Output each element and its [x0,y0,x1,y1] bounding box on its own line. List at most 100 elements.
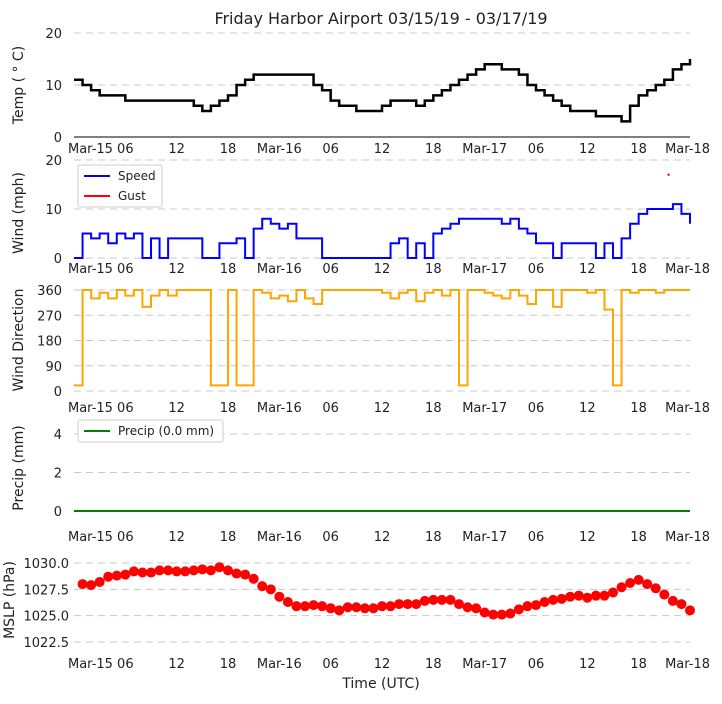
mslp-point [308,600,319,611]
mslp-point [265,584,276,595]
mslp-point [291,601,302,612]
mslp-point [154,565,165,576]
x-axis-label: Time (UTC) [341,676,419,692]
legend [77,419,224,443]
mslp-point [282,596,293,607]
x-tick-label: 06 [322,401,339,416]
y-tick-label: 10 [45,203,62,218]
x-tick-label: Mar-18 [665,401,710,416]
temp-line [74,59,692,123]
legend-label: Gust [118,189,146,203]
mslp-point [436,594,447,605]
x-tick-label: 18 [630,530,647,545]
x-tick-label: 18 [425,401,442,416]
mslp-point [565,591,576,602]
mslp-point [231,568,242,579]
direction-line [74,289,690,387]
x-tick-label: Mar-15 [68,142,113,157]
mslp-point [556,593,567,604]
x-tick-label: 18 [425,657,442,672]
mslp-point [351,602,362,613]
mslp-point [454,599,464,610]
x-tick-label: 06 [322,657,339,672]
x-tick-label: Mar-16 [257,401,302,416]
x-tick-label: 12 [374,530,391,545]
x-tick-label: Mar-17 [462,401,507,416]
mslp-point [197,564,208,575]
mslp-point [590,590,601,601]
y-tick-label: 90 [45,360,62,375]
y-axis-label: MSLP (hPa) [2,561,18,639]
x-tick-label: 18 [220,657,237,672]
x-tick-label: 06 [117,142,134,157]
x-tick-label: 18 [425,142,442,157]
mslp-point [163,565,174,576]
x-tick-label: Mar-16 [257,657,302,672]
x-tick-label: Mar-16 [257,530,302,545]
y-tick-label: 1030.0 [24,557,70,572]
x-tick-label: 18 [425,530,442,545]
mslp-point [180,566,191,577]
x-tick-label: 12 [579,530,596,545]
mslp-point [205,565,216,576]
mslp-point [488,609,499,620]
mslp-point [240,569,251,580]
mslp-point [77,579,88,590]
mslp-point [128,566,139,577]
x-tick-label: 06 [528,142,545,157]
mslp-point [633,574,644,585]
mslp-point [248,573,259,584]
mslp-point [522,601,533,612]
mslp-point [377,601,387,612]
mslp-point [86,580,97,591]
mslp-point [300,601,310,612]
x-tick-label: 12 [374,262,391,277]
x-tick-label: 12 [374,401,391,416]
mslp-point [616,582,627,593]
mslp-point [120,569,131,580]
x-tick-label: 18 [220,142,237,157]
x-tick-label: 06 [528,262,545,277]
x-tick-label: 18 [220,262,237,277]
mslp-point [599,590,610,601]
mslp-point [582,592,593,603]
x-tick-label: 06 [528,657,545,672]
mslp-point [471,603,482,614]
mslp-point [676,599,687,610]
mslp-point [146,567,156,578]
mslp-point [137,567,148,578]
mslp-point [608,587,618,598]
mslp-point [479,607,490,618]
mslp-point [531,600,541,611]
x-tick-label: 12 [168,530,185,545]
mslp-point [428,594,439,605]
y-axis-label: Wind Direction [11,289,27,392]
x-tick-label: Mar-15 [68,530,113,545]
x-tick-label: Mar-15 [68,262,113,277]
mslp-point [650,583,661,594]
y-tick-label: 180 [37,335,62,350]
y-tick-label: 0 [54,385,62,400]
x-tick-label: 18 [630,142,647,157]
mslp-point [171,566,182,577]
y-tick-label: 1022.5 [24,636,70,651]
y-tick-label: 1027.5 [24,583,70,598]
x-tick-label: Mar-15 [68,401,113,416]
mslp-point [334,605,345,616]
mslp-point [659,589,670,600]
x-tick-label: 06 [117,657,134,672]
legend-label: Precip (0.0 mm) [118,424,214,438]
y-tick-label: 20 [45,27,62,42]
mslp-point [685,605,695,616]
mslp-point [385,601,396,612]
x-tick-label: Mar-18 [665,530,710,545]
mslp-point [513,604,524,615]
mslp-point [214,562,225,573]
x-tick-label: 06 [322,262,339,277]
x-tick-label: 06 [528,530,545,545]
x-tick-label: Mar-17 [462,262,507,277]
mslp-point [274,591,285,602]
mslp-point [667,595,678,606]
y-tick-label: 2 [54,467,62,482]
x-tick-label: 18 [630,657,647,672]
